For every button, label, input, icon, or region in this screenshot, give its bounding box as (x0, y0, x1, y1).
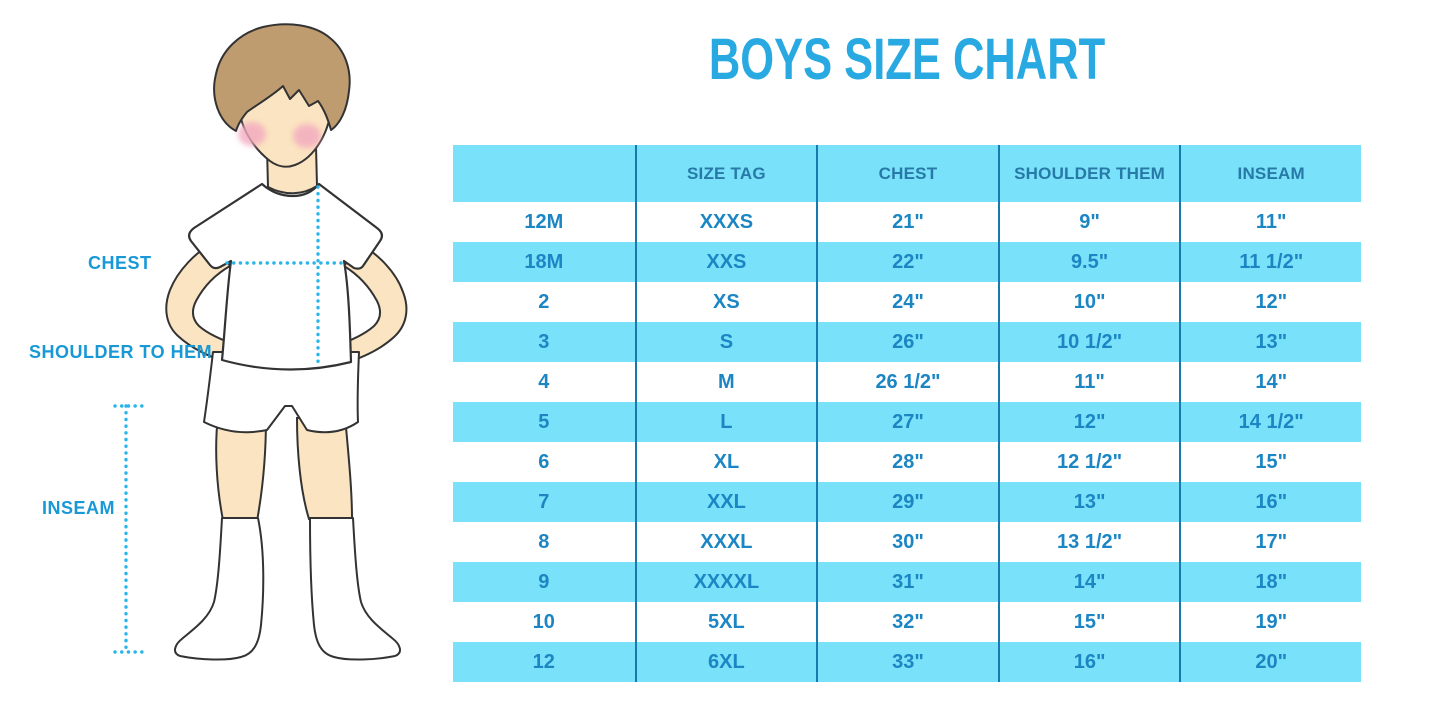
table-cell: 33" (816, 642, 998, 682)
table-cell: M (634, 362, 817, 402)
row-label-cell: 10 (453, 602, 635, 642)
row-label-cell: 8 (453, 522, 635, 562)
table-cell: XXXS (634, 202, 817, 242)
table-cell: 11" (997, 362, 1180, 402)
boy-blush-left (238, 122, 266, 146)
size-table: SIZE TAG CHEST SHOULDER THEM INSEAM 12M XXXS 2… (453, 145, 1361, 682)
row-label-cell: 12M (453, 202, 635, 242)
table-cell: 9.5" (997, 242, 1180, 282)
table-cell: 10 1/2" (997, 322, 1180, 362)
table-cell: 20" (1179, 642, 1361, 682)
table-cell: 12" (1179, 282, 1361, 322)
table-cell: 16" (997, 642, 1180, 682)
table-cell: XXS (634, 242, 817, 282)
table-cell: XXXXL (634, 562, 817, 602)
table-cell: 15" (1179, 442, 1361, 482)
boy-figure-illustration: CHEST SHOULDER TO HEM INSEAM (29, 23, 408, 661)
table-cell: S (634, 322, 817, 362)
table-cell: 13" (1179, 322, 1361, 362)
table-cell: 17" (1179, 522, 1361, 562)
boy-hair (213, 23, 351, 132)
table-cell: 6XL (634, 642, 817, 682)
table-cell: 12" (997, 402, 1180, 442)
table-cell: 27" (816, 402, 998, 442)
table-cell: XXXL (634, 522, 817, 562)
table-cell: 11" (1179, 202, 1361, 242)
row-label-cell: 6 (453, 442, 635, 482)
table-cell: 5XL (634, 602, 817, 642)
boy-blush-right (293, 124, 321, 148)
table-cell: L (634, 402, 817, 442)
column-header: INSEAM (1179, 145, 1361, 202)
boy-shorts (203, 351, 360, 434)
table-cell: 28" (816, 442, 998, 482)
table-cell: 31" (816, 562, 998, 602)
page-title: BOYS SIZE CHART (708, 27, 1106, 92)
column-header (453, 145, 635, 202)
column-header: SHOULDER THEM (997, 145, 1180, 202)
table-cell: 19" (1179, 602, 1361, 642)
table-cell: 12 1/2" (997, 442, 1180, 482)
row-label-cell: 9 (453, 562, 635, 602)
table-cell: 22" (816, 242, 998, 282)
table-cell: XL (634, 442, 817, 482)
table-cell: 13" (997, 482, 1180, 522)
row-label-cell: 7 (453, 482, 635, 522)
table-cell: 11 1/2" (1179, 242, 1361, 282)
row-label-cell: 12 (453, 642, 635, 682)
boy-shirt (187, 182, 384, 371)
table-cell: 14" (997, 562, 1180, 602)
chest-label: CHEST (88, 253, 152, 273)
table-cell: 24" (816, 282, 998, 322)
boy-sock-left (174, 517, 265, 661)
row-label-cell: 5 (453, 402, 635, 442)
table-cell: XXL (634, 482, 817, 522)
row-label-cell: 18M (453, 242, 635, 282)
table-cell: 15" (997, 602, 1180, 642)
column-header: CHEST (816, 145, 998, 202)
table-cell: 13 1/2" (997, 522, 1180, 562)
table-cell: 21" (816, 202, 998, 242)
table-cell: XS (634, 282, 817, 322)
boy-sock-right (309, 517, 401, 661)
table-cell: 14" (1179, 362, 1361, 402)
table-cell: 26 1/2" (816, 362, 998, 402)
table-cell: 32" (816, 602, 998, 642)
inseam-label: INSEAM (42, 498, 115, 518)
table-cell: 29" (816, 482, 998, 522)
row-label-cell: 2 (453, 282, 635, 322)
table-cell: 26" (816, 322, 998, 362)
column-header: SIZE TAG (634, 145, 817, 202)
table-cell: 18" (1179, 562, 1361, 602)
table-cell: 14 1/2" (1179, 402, 1361, 442)
table-cell: 10" (997, 282, 1180, 322)
table-cell: 9" (997, 202, 1180, 242)
table-cell: 16" (1179, 482, 1361, 522)
table-cell: 30" (816, 522, 998, 562)
shoulder-to-hem-label: SHOULDER TO HEM (29, 342, 212, 362)
row-label-cell: 4 (453, 362, 635, 402)
row-label-cell: 3 (453, 322, 635, 362)
